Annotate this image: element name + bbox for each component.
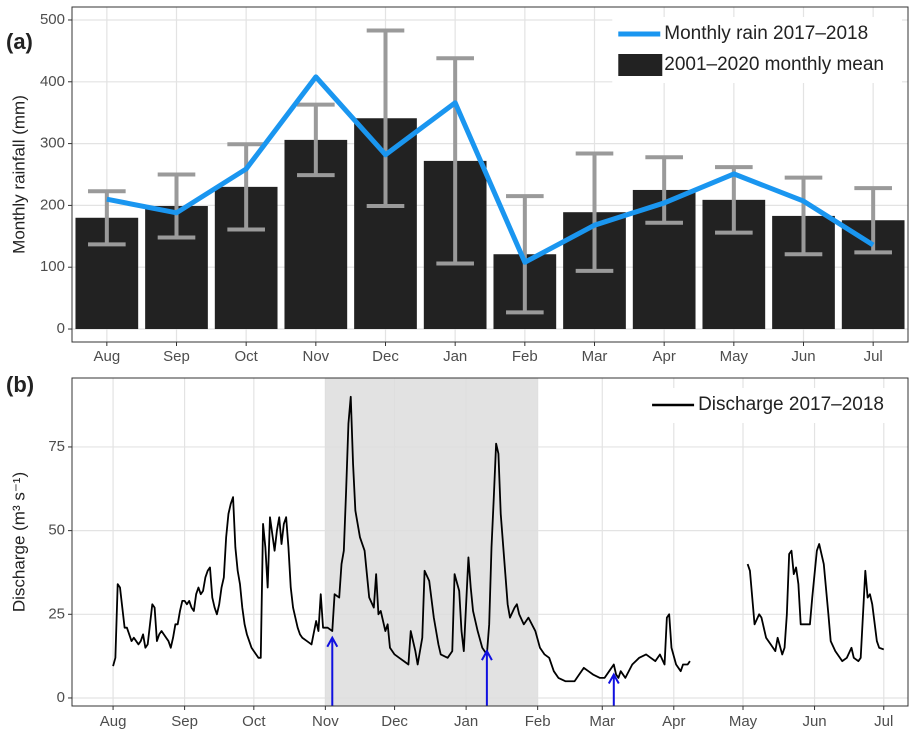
x-tick-label: Mar [589,713,615,730]
x-tick-label: Dec [381,713,408,730]
x-tick-label: May [729,713,758,730]
error-bar [645,155,683,225]
error-bar-line [297,102,335,178]
y-axis-title: Monthly rainfall (mm) [9,95,28,254]
y-tick-label: 100 [40,258,65,275]
error-bar-line [506,194,544,315]
error-bar-line [854,186,892,255]
error-bar-line [157,172,196,240]
x-tick-label: Jan [454,713,478,730]
x-tick-label: Jun [802,713,826,730]
y-tick-label: 200 [40,196,65,213]
y-tick-label: 0 [57,320,65,337]
x-tick-label: Dec [372,348,399,365]
line [112,395,885,683]
x-tick-label: Aug [93,348,120,365]
legend-label: Discharge 2017–2018 [698,394,884,415]
x-tick-label: Jul [874,713,893,730]
error-bar [157,172,196,240]
x-tick-label: Apr [652,348,675,365]
error-bar [854,186,892,255]
x-tick-label: Sep [163,348,190,365]
error-bar [506,194,544,315]
x-tick-label: Jul [864,348,883,365]
x-tick-label: Sep [171,713,198,730]
x-tick-label: Nov [312,713,339,730]
error-bar [436,56,474,266]
error-bar-line [366,28,405,209]
x-tick-label: Mar [582,348,608,365]
x-tick-label: Oct [242,713,266,730]
y-tick-label: 300 [40,135,65,152]
y-tick-label: 50 [48,522,65,539]
legend-label: 2001–2020 monthly mean [664,54,884,75]
arrow [607,672,620,706]
line [106,74,875,265]
legend-swatch [618,54,663,76]
x-tick-label: Feb [512,348,538,365]
panel-label: (a) [6,29,33,54]
error-bar-line [436,56,474,266]
y-axis-title: Discharge (m³ s⁻¹) [9,472,28,612]
x-tick-label: Oct [234,348,258,365]
y-tick-label: 0 [57,689,65,706]
legend-label: Monthly rain 2017–2018 [664,23,868,44]
y-tick-label: 400 [40,73,65,90]
error-bar-line [227,142,265,232]
error-bar [227,142,265,232]
panel-border [71,6,909,343]
error-bar-line [575,151,614,273]
x-tick-label: Nov [302,348,329,365]
x-tick-label: Feb [525,713,551,730]
y-tick-label: 25 [48,605,65,622]
x-tick-label: Apr [662,713,685,730]
highlight-region [325,378,538,706]
x-tick-label: Jan [443,348,467,365]
x-tick-label: May [720,348,749,365]
error-bar [784,175,823,257]
arrow [326,635,339,706]
error-bar [297,102,335,178]
arrow [481,649,493,706]
error-bar-line [645,155,683,225]
panel-border [71,377,909,707]
panel-label: (b) [6,372,34,397]
error-bar [366,28,405,209]
error-bar-line [784,175,823,257]
error-bar-line [715,165,753,235]
y-tick-label: 500 [40,11,65,28]
x-tick-label: Jun [791,348,815,365]
y-tick-label: 75 [48,438,65,455]
x-tick-label: Aug [100,713,127,730]
error-bar [715,165,753,235]
error-bar [575,151,614,273]
